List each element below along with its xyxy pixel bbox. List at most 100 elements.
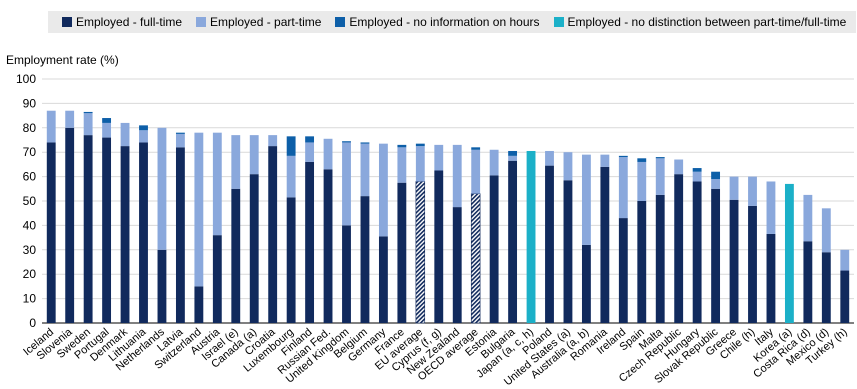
legend-label-full-time: Employed - full-time	[76, 15, 183, 29]
bar-full-time	[46, 142, 56, 323]
bar-part-time	[692, 171, 702, 182]
bar-no-info	[618, 155, 628, 158]
bar-part-time	[65, 110, 75, 128]
bar-no-info	[692, 168, 702, 172]
bar-full-time	[360, 196, 370, 323]
bar-no-info	[175, 132, 185, 134]
legend-swatch-part-time	[196, 17, 207, 27]
bar-part-time	[471, 149, 481, 194]
bar-no-info	[342, 141, 351, 143]
bar-no-info	[139, 125, 148, 131]
legend-swatch-no-distinction	[553, 17, 564, 27]
bar-no-info	[83, 111, 93, 114]
bar-part-time	[655, 158, 665, 195]
bar-part-time	[286, 155, 296, 198]
y-tick-label: 50	[23, 194, 37, 208]
bar-full-time	[415, 181, 426, 324]
legend-label-part-time: Employed - part-time	[210, 15, 322, 29]
bar-full-time	[268, 146, 278, 323]
bar-no-info	[655, 157, 665, 159]
legend-swatch-no-info	[335, 17, 346, 27]
y-tick-label: 70	[23, 145, 37, 159]
bar-full-time	[748, 205, 757, 323]
bar-part-time	[249, 135, 259, 175]
y-tick-label: 60	[23, 170, 37, 184]
legend-swatch-full-time	[62, 17, 72, 27]
bar-part-time	[120, 122, 130, 147]
bar-full-time	[655, 194, 665, 323]
bar-full-time	[65, 127, 75, 323]
bar-full-time	[821, 252, 831, 323]
bar-part-time	[231, 135, 241, 189]
bar-no-info	[397, 144, 407, 148]
bars	[46, 110, 850, 324]
bar-full-time	[600, 166, 610, 323]
y-tick-labels: 0 10 20 30 40 50 60 70 80 90 100	[16, 72, 36, 330]
bar-part-time	[378, 143, 388, 237]
bar-full-time	[323, 169, 333, 323]
bar-part-time	[600, 154, 610, 167]
x-tick-labels: IcelandSloveniaSwedenPortugalDenmarkLith…	[21, 326, 849, 389]
bar-part-time	[748, 176, 757, 206]
legend-label-no-distinction: Employed - no distinction between part-t…	[567, 15, 847, 29]
bar-part-time	[840, 249, 850, 271]
bar-full-time	[434, 170, 444, 323]
legend-item-no-distinction: Employed - no distinction between part-t…	[553, 15, 847, 29]
bar-part-time	[766, 181, 776, 234]
bar-part-time	[360, 143, 370, 197]
bar-part-time	[489, 149, 499, 176]
bar-full-time	[470, 193, 481, 324]
bar-full-time	[83, 135, 93, 323]
bar-no-info	[637, 158, 647, 162]
bar-part-time	[803, 194, 813, 242]
y-tick-label: 90	[23, 96, 37, 110]
bar-full-time	[139, 142, 148, 323]
bar-full-time	[231, 188, 241, 323]
bar-part-time	[157, 127, 167, 250]
bar-full-time	[618, 218, 628, 323]
bar-part-time	[139, 130, 148, 143]
bar-part-time	[194, 132, 204, 287]
bar-full-time	[840, 270, 850, 323]
bar-part-time	[581, 154, 591, 245]
bar-part-time	[102, 122, 112, 138]
legend-item-no-info: Employed - no information on hours	[335, 15, 540, 29]
bar-no-distinction	[784, 183, 794, 323]
bar-no-info	[711, 171, 721, 180]
bar-full-time	[452, 207, 462, 323]
bar-part-time	[508, 155, 518, 161]
bar-full-time	[729, 199, 739, 323]
bar-part-time	[175, 133, 185, 148]
bar-full-time	[563, 180, 573, 323]
y-axis-label: Employment rate (%)	[6, 53, 119, 67]
bar-part-time	[637, 161, 647, 201]
y-tick-label: 40	[23, 218, 37, 232]
bar-no-info	[102, 118, 112, 123]
bar-full-time	[102, 137, 112, 323]
bar-full-time	[120, 146, 130, 323]
bar-part-time	[342, 142, 351, 226]
y-tick-label: 20	[23, 267, 37, 281]
bar-full-time	[692, 181, 702, 323]
bar-full-time	[286, 197, 296, 323]
bar-full-time	[766, 233, 776, 323]
y-tick-label: 30	[23, 243, 37, 257]
bar-part-time	[729, 176, 739, 200]
bar-full-time	[249, 174, 259, 323]
bar-full-time	[581, 244, 591, 323]
chart-legend: Employed - full-time Employed - part-tim…	[48, 11, 856, 33]
bar-part-time	[545, 150, 554, 166]
bar-part-time	[711, 179, 721, 189]
bar-full-time	[637, 201, 647, 323]
y-tick-label: 100	[16, 72, 36, 86]
bar-full-time	[212, 235, 222, 323]
bar-full-time	[342, 225, 351, 323]
bar-full-time	[711, 188, 721, 323]
bar-full-time	[157, 249, 167, 323]
bar-full-time	[305, 161, 315, 323]
bar-no-info	[305, 136, 315, 143]
bar-no-info	[286, 136, 296, 156]
bar-part-time	[305, 142, 315, 162]
y-tick-label: 80	[23, 121, 37, 135]
